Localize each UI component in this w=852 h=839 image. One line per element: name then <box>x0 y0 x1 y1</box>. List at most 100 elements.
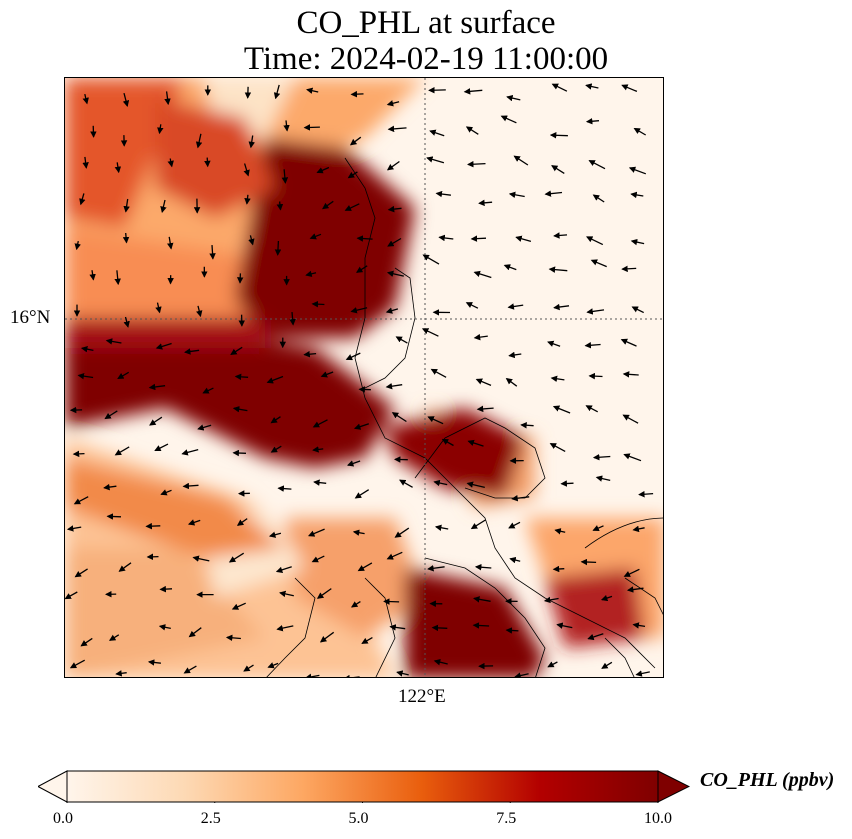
wind-arrow <box>243 163 250 177</box>
wind-arrow <box>356 235 373 242</box>
wind-arrow <box>560 480 574 487</box>
wind-arrow <box>357 562 373 572</box>
wind-arrow <box>80 346 94 353</box>
wind-arrow <box>470 519 486 530</box>
wind-arrow <box>623 568 640 577</box>
wind-arrow <box>306 87 319 94</box>
wind-arrow <box>276 624 294 632</box>
wind-arrow <box>289 312 296 326</box>
wind-arrow <box>77 372 94 380</box>
wind-arrow <box>122 232 130 244</box>
wind-arrow <box>350 601 361 608</box>
wind-arrow <box>73 496 89 505</box>
wind-arrow <box>433 479 448 487</box>
wind-arrow <box>268 531 282 538</box>
wind-arrow <box>346 460 361 467</box>
wind-arrow <box>592 453 611 461</box>
wind-arrow <box>383 598 400 605</box>
wind-arrow <box>427 416 444 425</box>
wind-arrow <box>588 372 603 380</box>
colorbar-tick-label: 0.0 <box>53 810 73 827</box>
longitude-tick-label: 122°E <box>398 686 446 707</box>
wind-arrow <box>467 439 484 447</box>
wind-arrow <box>476 405 494 413</box>
wind-arrow <box>549 132 568 139</box>
wind-arrow <box>385 307 399 314</box>
wind-arrow <box>505 627 519 634</box>
wind-arrow <box>622 371 639 378</box>
wind-arrow <box>386 100 400 107</box>
wind-arrow <box>104 410 118 420</box>
wind-arrow <box>554 528 566 535</box>
wind-arrow <box>305 270 317 278</box>
wind-arrow <box>352 529 365 536</box>
wind-arrow <box>553 232 568 239</box>
wind-arrow <box>601 661 613 669</box>
wind-arrow <box>508 351 522 359</box>
wind-arrow <box>466 481 485 489</box>
map-title-line-1: CO_PHL at surface <box>296 5 556 41</box>
wind-arrow <box>433 659 448 666</box>
wind-arrow <box>188 627 202 638</box>
wind-arrow <box>316 588 332 599</box>
wind-arrow <box>114 162 122 174</box>
wind-arrow <box>319 631 335 643</box>
wind-arrow <box>320 371 334 378</box>
wind-arrow <box>243 664 254 672</box>
wind-arrow <box>74 568 88 578</box>
wind-arrow <box>344 203 360 211</box>
wind-arrow <box>520 422 534 429</box>
wind-arrow <box>391 412 407 423</box>
wind-arrow <box>514 672 529 677</box>
wind-arrow <box>474 563 492 571</box>
wind-arrow <box>79 193 86 206</box>
wind-arrow <box>547 661 558 668</box>
wind-arrow <box>184 348 200 355</box>
wind-arrow <box>236 518 248 526</box>
wind-arrow <box>632 622 646 629</box>
wind-arrow <box>386 551 403 560</box>
wind-arrow <box>183 665 197 674</box>
wind-arrow <box>155 342 172 350</box>
wind-arrow <box>513 155 529 166</box>
wind-arrow <box>429 129 445 137</box>
wind-arrow <box>322 200 334 210</box>
wind-arrow <box>157 124 164 135</box>
wind-arrow <box>312 419 328 428</box>
wind-arrow <box>441 438 454 447</box>
map-panel <box>64 77 664 678</box>
wind-arrow <box>588 160 606 170</box>
wind-arrow <box>620 338 637 347</box>
wind-arrow <box>106 513 122 520</box>
colorbar <box>38 770 690 803</box>
wind-arrow <box>303 124 320 131</box>
wind-arrow <box>230 346 243 355</box>
colorbar-tick-label: 2.5 <box>200 810 221 827</box>
wind-arrow <box>231 602 246 610</box>
wind-arrow <box>308 528 325 537</box>
wind-arrow <box>350 307 368 314</box>
wind-arrow <box>592 194 605 203</box>
wind-arrow <box>552 565 565 573</box>
wind-arrow <box>181 448 199 456</box>
wind-arrow <box>438 234 454 242</box>
wind-arrow <box>115 670 127 677</box>
wind-arrow <box>65 591 78 600</box>
wind-arrow <box>585 405 599 413</box>
wind-arrow <box>394 527 410 538</box>
wind-arrow <box>465 302 479 309</box>
wind-arrow <box>248 135 255 149</box>
wind-arrow <box>434 524 449 531</box>
wind-arrow <box>595 475 611 482</box>
wind-arrow <box>192 555 210 562</box>
wind-arrow <box>505 377 518 387</box>
wind-arrow <box>635 670 650 677</box>
wind-arrow <box>387 237 402 247</box>
wind-arrow <box>548 266 568 273</box>
colorbar-gradient <box>66 770 659 803</box>
wind-arrow <box>147 659 161 666</box>
wind-arrow <box>399 479 413 488</box>
wind-arrow <box>638 490 654 498</box>
colorbar-tick-label: 10.0 <box>644 810 672 827</box>
wind-arrow <box>544 190 563 197</box>
